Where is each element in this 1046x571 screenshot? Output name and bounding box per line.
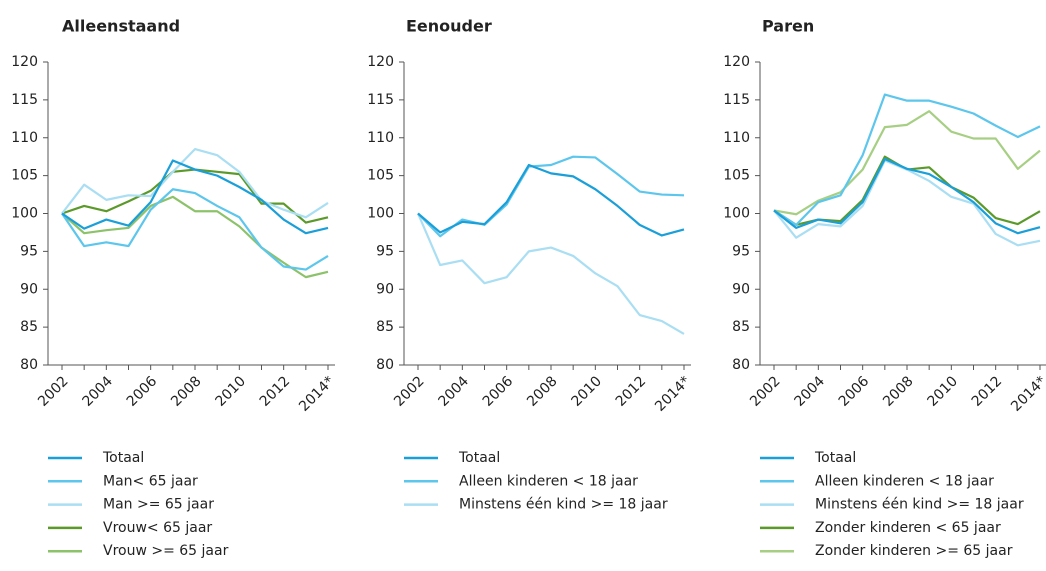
y-tick-label: 80 (732, 357, 750, 373)
x-tick-label: 2004 (435, 373, 472, 410)
y-tick-label: 110 (11, 130, 38, 146)
x-tick-label: 2014* (1008, 373, 1046, 414)
y-tick-label: 100 (367, 206, 394, 222)
x-tick-label: 2006 (480, 373, 517, 410)
series-line (773, 157, 1041, 235)
series-line (773, 155, 1041, 226)
legend-label: Totaal (458, 450, 500, 466)
y-tick-label: 120 (723, 54, 750, 70)
x-tick-label: 2012 (969, 373, 1006, 410)
y-tick-label: 115 (723, 92, 750, 108)
legend-label: Man >= 65 jaar (103, 497, 214, 513)
series-line (417, 163, 685, 237)
x-tick-label: 2010 (924, 373, 961, 410)
legend-label: Man< 65 jaar (103, 473, 198, 489)
y-tick-label: 90 (732, 281, 750, 297)
legend-label: Alleen kinderen < 18 jaar (815, 473, 994, 489)
x-tick-label: 2002 (747, 373, 784, 410)
y-tick-label: 95 (376, 243, 394, 259)
x-tick-label: 2012 (613, 373, 650, 410)
x-tick-label: 2010 (212, 373, 249, 410)
y-tick-label: 120 (11, 54, 38, 70)
legend-label: Alleen kinderen < 18 jaar (459, 473, 638, 489)
legend-label: Minstens één kind >= 18 jaar (815, 497, 1024, 513)
legend-label: Minstens één kind >= 18 jaar (459, 497, 668, 513)
series-line (416, 213, 685, 335)
y-tick-label: 115 (367, 92, 394, 108)
y-tick-label: 95 (732, 243, 750, 259)
legend-label: Vrouw< 65 jaar (103, 520, 212, 536)
y-tick-label: 80 (20, 357, 38, 373)
y-tick-label: 85 (732, 319, 750, 335)
chart-title: Paren (762, 17, 814, 36)
y-tick-label: 105 (11, 168, 38, 184)
x-tick-label: 2008 (880, 373, 917, 410)
y-tick-label: 85 (20, 319, 38, 335)
x-tick-label: 2012 (257, 373, 294, 410)
y-tick-label: 90 (376, 281, 394, 297)
x-tick-label: 2004 (79, 373, 116, 410)
legend-label: Zonder kinderen >= 65 jaar (815, 543, 1013, 559)
legend-label: Totaal (814, 450, 856, 466)
series-line (773, 110, 1041, 216)
y-tick-label: 105 (723, 168, 750, 184)
y-tick-label: 95 (20, 243, 38, 259)
y-tick-label: 90 (20, 281, 38, 297)
y-tick-label: 105 (367, 168, 394, 184)
y-tick-label: 110 (367, 130, 394, 146)
legend-label: Totaal (102, 450, 144, 466)
x-tick-label: 2014* (652, 373, 693, 414)
x-tick-label: 2008 (524, 373, 561, 410)
x-tick-label: 2006 (836, 373, 873, 410)
legend-label: Vrouw >= 65 jaar (103, 543, 229, 559)
x-tick-label: 2004 (791, 373, 828, 410)
x-tick-label: 2014* (296, 373, 337, 414)
x-tick-label: 2002 (391, 373, 428, 410)
series-line (417, 155, 685, 238)
x-tick-label: 2010 (568, 373, 605, 410)
chart-title: Eenouder (406, 17, 492, 36)
series-line (61, 188, 329, 271)
y-tick-label: 85 (376, 319, 394, 335)
x-tick-label: 2008 (168, 373, 205, 410)
series-line (61, 159, 329, 235)
y-tick-label: 120 (367, 54, 394, 70)
y-tick-label: 100 (11, 206, 38, 222)
chart-title: Alleenstaand (62, 17, 180, 36)
x-tick-label: 2006 (124, 373, 161, 410)
y-tick-label: 115 (11, 92, 38, 108)
series-line (61, 148, 329, 219)
legend-label: Zonder kinderen < 65 jaar (815, 520, 1001, 536)
series-line (773, 93, 1041, 226)
y-tick-label: 80 (376, 357, 394, 373)
y-tick-label: 100 (723, 206, 750, 222)
y-tick-label: 110 (723, 130, 750, 146)
series-line (61, 195, 329, 279)
x-tick-label: 2002 (35, 373, 72, 410)
